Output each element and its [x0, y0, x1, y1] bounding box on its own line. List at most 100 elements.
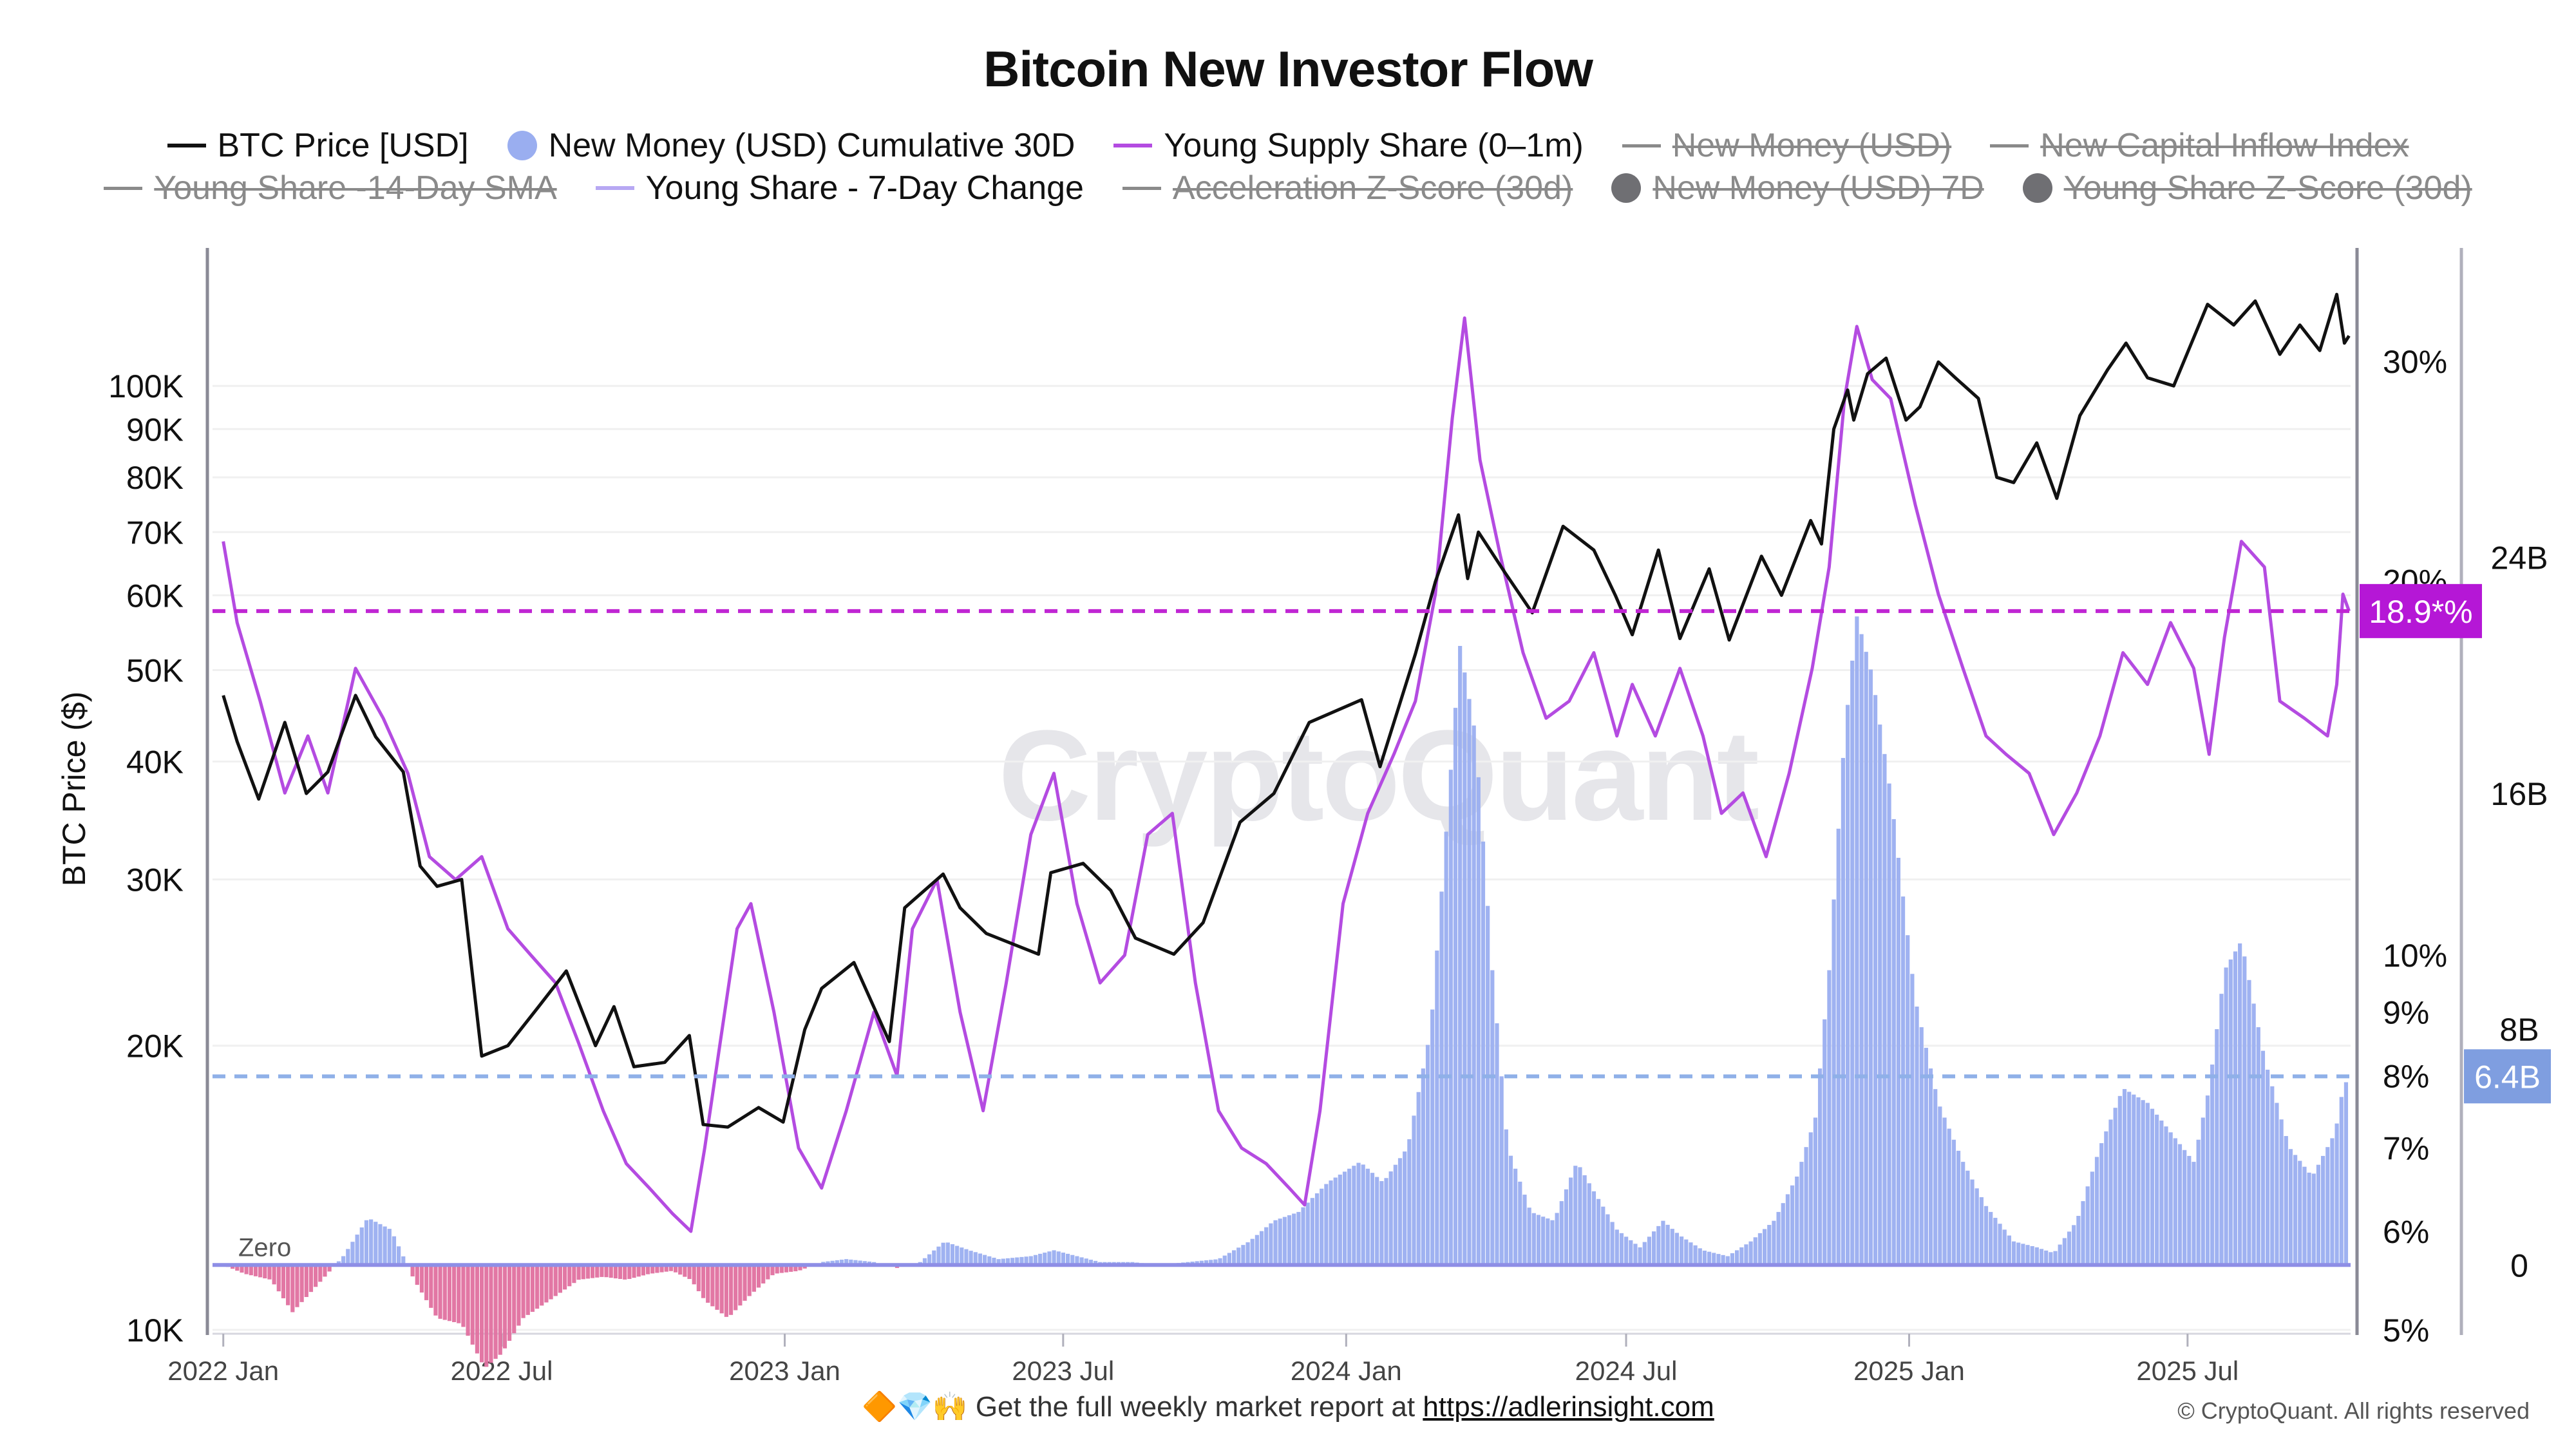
legend-item-young-share-zscore[interactable]: Young Share Z-Score (30d) [2022, 169, 2472, 207]
footer-emoji-icon: 🔶💎🙌 [862, 1391, 968, 1423]
inflow-bar [1781, 1203, 1785, 1265]
inflow-bar [1984, 1206, 1989, 1265]
inflow-bar [1605, 1214, 1610, 1265]
outflow-bar [512, 1265, 516, 1334]
inflow-bar [1209, 1260, 1213, 1265]
outflow-bar [457, 1265, 461, 1323]
outflow-bar [314, 1265, 318, 1287]
inflow-bar [1933, 1089, 1938, 1265]
outflow-bar [623, 1265, 627, 1280]
outflow-bar [673, 1265, 678, 1273]
inflow-bar [1084, 1258, 1088, 1265]
young-share-tick-label: 6% [2383, 1214, 2429, 1250]
young-share-tick-label: 5% [2383, 1312, 2429, 1349]
inflow-bar [1472, 725, 1476, 1265]
inflow-bar [2325, 1147, 2330, 1265]
dot-swatch-icon [1611, 173, 1642, 203]
inflow-bar [1379, 1180, 1384, 1265]
outflow-bar [567, 1265, 572, 1287]
inflow-bar [1947, 1128, 1951, 1265]
inflow-bar [835, 1260, 839, 1265]
inflow-bar [1504, 1129, 1508, 1265]
inflow-bar [2173, 1138, 2177, 1265]
copyright: © CryptoQuant. All rights reserved [2177, 1397, 2530, 1424]
line-swatch-icon [167, 144, 206, 147]
outflow-bar [696, 1265, 701, 1291]
outflow-bar [585, 1265, 590, 1279]
inflow-bar [2238, 943, 2242, 1265]
line-swatch-icon [104, 186, 143, 190]
inflow-bar [960, 1247, 964, 1265]
legend-item-young-share-7d-change[interactable]: Young Share - 7-Day Change [595, 169, 1084, 207]
outflow-bar [253, 1265, 258, 1276]
inflow-bar [1647, 1236, 1652, 1265]
outflow-bar [789, 1265, 793, 1272]
inflow-bar [1757, 1233, 1763, 1265]
report-link[interactable]: https://adlerinsight.com [1423, 1391, 1714, 1423]
legend-item-young-share-sma[interactable]: Young Share -14-Day SMA [104, 169, 557, 207]
inflow-bar [2159, 1120, 2164, 1265]
inflow-bar [1435, 951, 1439, 1265]
inflow-bar [1310, 1198, 1314, 1265]
outflow-bar [609, 1265, 613, 1278]
inflow-bar [1993, 1218, 1998, 1265]
legend-item-young-supply-share[interactable]: Young Supply Share (0–1m) [1113, 126, 1584, 165]
inflow-bar [2099, 1143, 2104, 1265]
inflow-bar [830, 1260, 835, 1265]
inflow-bar [950, 1244, 955, 1265]
outflow-bar [433, 1265, 438, 1316]
legend-item-new-capital-inflow[interactable]: New Capital Inflow Index [1990, 126, 2409, 165]
inflow-bar [1365, 1168, 1370, 1265]
inflow-bar [1591, 1191, 1596, 1265]
legend-item-acceleration-zscore[interactable]: Acceleration Z-Score (30d) [1122, 169, 1573, 207]
inflow-bar [1444, 831, 1448, 1265]
reference-badge-label: 6.4B [2474, 1059, 2541, 1095]
inflow-bar [2104, 1131, 2108, 1265]
outflow-bar [756, 1265, 761, 1288]
inflow-bar [2136, 1097, 2141, 1265]
inflow-bar [1938, 1106, 1942, 1265]
inflow-bar [2205, 1095, 2210, 1265]
legend-item-new-money-cumulative[interactable]: New Money (USD) Cumulative 30D [507, 126, 1075, 165]
price-tick-label: 60K [126, 578, 184, 614]
legend-item-new-money-7d[interactable]: New Money (USD) 7D [1611, 169, 1984, 207]
legend-item-btc-price[interactable]: BTC Price [USD] [167, 126, 469, 165]
inflow-bar [1684, 1239, 1689, 1265]
inflow-bar [1961, 1162, 1965, 1265]
inflow-bar [1499, 1076, 1504, 1265]
inflow-bar [1259, 1231, 1264, 1265]
inflow-bar [2307, 1172, 2311, 1265]
price-tick-label: 10K [126, 1312, 184, 1349]
reference-badge [2464, 1049, 2551, 1104]
outflow-bar [743, 1265, 747, 1301]
inflow-bar [2072, 1225, 2076, 1265]
inflow-bar [849, 1259, 853, 1265]
inflow-bar [2196, 1139, 2201, 1265]
inflow-bar [2090, 1171, 2094, 1265]
inflow-bar [1965, 1170, 1970, 1265]
inflow-bar [1264, 1227, 1269, 1265]
x-tick-label: 2024 Jul [1575, 1356, 1678, 1386]
inflow-bar [1513, 1168, 1518, 1265]
inflow-bar [1541, 1217, 1546, 1265]
inflow-bar [2067, 1231, 2072, 1265]
outflow-bar [581, 1265, 585, 1280]
inflow-bar [1910, 974, 1915, 1265]
inflow-bar [1619, 1233, 1624, 1265]
line-swatch-icon [1990, 144, 2029, 147]
outflow-bar [710, 1265, 715, 1307]
inflow-bar [1707, 1251, 1712, 1265]
inflow-bar [1430, 1009, 1435, 1265]
inflow-bar [1463, 672, 1467, 1265]
inflow-bar [2334, 1123, 2339, 1265]
x-tick-label: 2025 Jan [1853, 1356, 1965, 1386]
inflow-bar [2122, 1089, 2127, 1265]
inflow-bar [1979, 1197, 1984, 1265]
legend-item-new-money[interactable]: New Money (USD) [1622, 126, 1951, 165]
outflow-bar [706, 1265, 710, 1303]
legend-label: Young Share Z-Score (30d) [2063, 169, 2472, 207]
inflow-bar [2117, 1095, 2122, 1265]
inflow-bar [1347, 1168, 1352, 1265]
inflow-bar [1785, 1194, 1790, 1265]
